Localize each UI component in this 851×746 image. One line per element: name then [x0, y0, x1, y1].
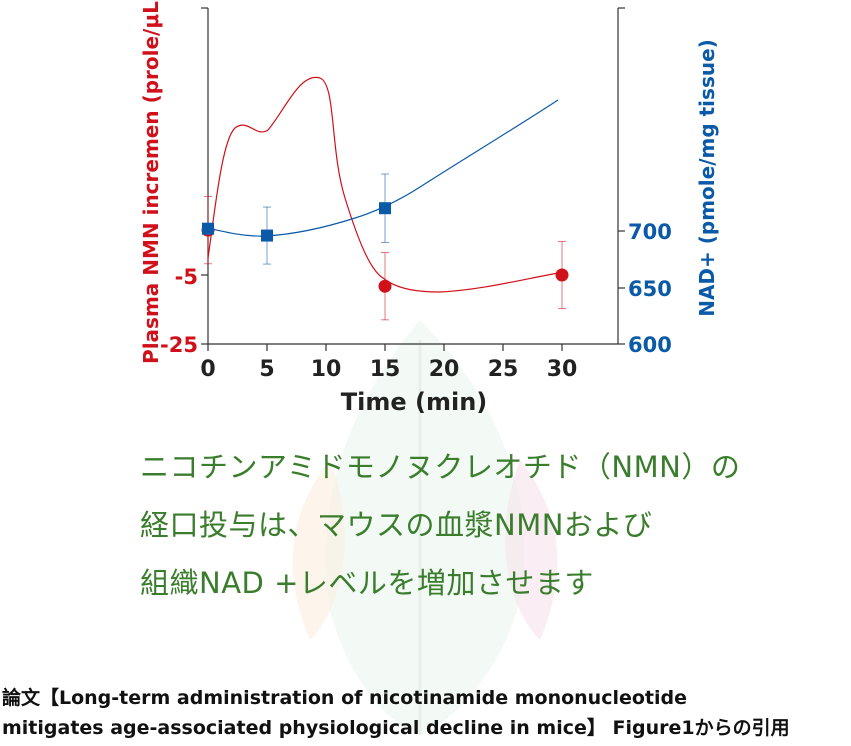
feather-watermark: [292, 320, 558, 735]
series-marks: [201, 173, 569, 321]
citation-line-2: mitigates age-associated physiological d…: [2, 717, 790, 739]
nad-data-point: [261, 229, 273, 242]
caption-line-3: 組織NAD +レベルを増加させます: [140, 566, 594, 600]
x-tick-label: 15: [370, 357, 401, 382]
x-axis-label: Time (min): [341, 388, 488, 416]
x-tick-label: 30: [547, 357, 578, 382]
left-tick-label: -25: [160, 333, 198, 357]
left-axis-label: Plasma NMN incremen (prole/μL): [139, 0, 163, 364]
x-tick-label: 20: [429, 357, 460, 382]
x-ticks: 0 5 10 15 20 25 30: [200, 344, 577, 382]
nad-data-point: [379, 202, 391, 215]
x-tick-label: 5: [259, 357, 274, 382]
x-tick-label: 25: [488, 357, 519, 382]
right-tick-label: 700: [628, 220, 672, 244]
nad-data-point: [202, 222, 214, 235]
left-tick-label: -5: [175, 265, 198, 289]
nad-trend-curve: [207, 99, 559, 237]
caption-line-1: ニコチンアミドモノヌクレオチド（NMN）の: [140, 450, 741, 484]
x-tick-label: 10: [311, 357, 342, 382]
nmn-data-point: [555, 268, 569, 282]
citation-line-1: 論文【Long-term administration of nicotinam…: [2, 687, 687, 709]
caption-line-2: 経口投与は、マウスの血漿NMNおよび: [140, 508, 653, 542]
nmn-data-point: [378, 279, 392, 293]
right-tick-label: 600: [628, 333, 672, 357]
right-tick-label: 650: [628, 277, 672, 301]
right-axis-label: NAD+ (pmole/mg tissue): [695, 39, 719, 317]
nmn-trend-curve: [207, 76, 559, 293]
x-tick-label: 0: [200, 357, 215, 382]
